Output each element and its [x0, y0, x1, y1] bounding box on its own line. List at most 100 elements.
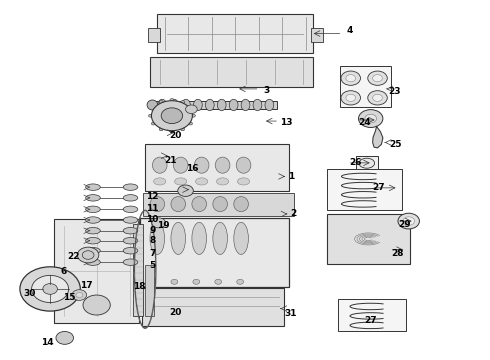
Ellipse shape	[205, 99, 214, 111]
Ellipse shape	[86, 259, 100, 265]
Bar	[143, 193, 294, 216]
Text: 18: 18	[132, 282, 145, 291]
Ellipse shape	[86, 228, 100, 234]
Circle shape	[31, 275, 69, 302]
Circle shape	[215, 279, 221, 284]
Ellipse shape	[171, 197, 186, 212]
Text: 27: 27	[373, 183, 385, 192]
Ellipse shape	[195, 157, 209, 173]
Ellipse shape	[229, 99, 238, 111]
Bar	[152, 101, 277, 109]
Circle shape	[149, 279, 156, 284]
Circle shape	[237, 279, 244, 284]
Circle shape	[346, 94, 356, 102]
Text: 23: 23	[389, 87, 401, 96]
Circle shape	[373, 94, 382, 102]
Circle shape	[20, 267, 80, 311]
Text: 12: 12	[146, 192, 159, 201]
Text: 16: 16	[186, 164, 198, 173]
Ellipse shape	[123, 259, 138, 265]
Ellipse shape	[86, 238, 100, 244]
Ellipse shape	[217, 178, 229, 185]
Text: 5: 5	[149, 261, 155, 270]
Circle shape	[346, 75, 356, 82]
Text: 3: 3	[264, 86, 270, 95]
Polygon shape	[373, 126, 383, 148]
Ellipse shape	[86, 195, 100, 201]
Ellipse shape	[253, 99, 262, 111]
Ellipse shape	[194, 99, 202, 111]
Circle shape	[373, 75, 382, 82]
Ellipse shape	[213, 197, 227, 212]
Text: 8: 8	[149, 235, 155, 244]
Ellipse shape	[158, 99, 167, 111]
Ellipse shape	[213, 222, 227, 255]
Text: 4: 4	[346, 26, 353, 35]
Ellipse shape	[236, 157, 251, 173]
Ellipse shape	[234, 197, 248, 212]
Text: 19: 19	[157, 221, 170, 230]
Circle shape	[403, 217, 415, 225]
Ellipse shape	[123, 195, 138, 201]
Ellipse shape	[196, 178, 208, 185]
Circle shape	[76, 293, 83, 297]
Bar	[54, 219, 139, 323]
Text: 28: 28	[391, 249, 403, 258]
Ellipse shape	[238, 178, 249, 185]
Ellipse shape	[174, 178, 187, 185]
Circle shape	[82, 251, 94, 259]
Ellipse shape	[123, 184, 138, 190]
Text: 9: 9	[149, 225, 156, 234]
Circle shape	[83, 295, 110, 315]
Bar	[133, 224, 143, 316]
Circle shape	[193, 279, 200, 284]
Ellipse shape	[147, 100, 158, 110]
Circle shape	[77, 247, 99, 263]
Bar	[147, 28, 160, 42]
Ellipse shape	[86, 248, 100, 254]
Ellipse shape	[159, 101, 163, 104]
Circle shape	[43, 284, 57, 294]
Bar	[340, 66, 391, 107]
Bar	[142, 288, 284, 327]
Text: 29: 29	[398, 220, 411, 229]
Circle shape	[368, 71, 387, 85]
Circle shape	[56, 332, 74, 344]
Ellipse shape	[123, 206, 138, 212]
Bar	[140, 217, 289, 287]
Ellipse shape	[86, 184, 100, 190]
Circle shape	[341, 91, 361, 105]
Ellipse shape	[189, 107, 193, 109]
Ellipse shape	[123, 238, 138, 244]
Bar	[311, 28, 323, 42]
Text: 21: 21	[165, 156, 177, 165]
Text: 1: 1	[288, 172, 294, 181]
Ellipse shape	[151, 122, 155, 125]
Ellipse shape	[148, 114, 152, 117]
Ellipse shape	[170, 99, 174, 102]
Ellipse shape	[192, 197, 206, 212]
Circle shape	[171, 279, 178, 284]
Bar	[327, 169, 402, 210]
Ellipse shape	[154, 178, 166, 185]
Circle shape	[178, 185, 194, 197]
Bar	[157, 14, 313, 53]
Text: 7: 7	[149, 249, 156, 258]
Text: 10: 10	[146, 215, 159, 224]
Text: 14: 14	[41, 338, 54, 347]
Text: 13: 13	[280, 118, 293, 127]
Ellipse shape	[151, 107, 155, 109]
Ellipse shape	[171, 222, 186, 255]
Circle shape	[368, 91, 387, 105]
Circle shape	[161, 108, 183, 123]
Bar	[150, 57, 313, 87]
Text: 17: 17	[80, 281, 93, 290]
Ellipse shape	[123, 248, 138, 254]
Ellipse shape	[181, 128, 185, 131]
Ellipse shape	[182, 99, 191, 111]
Circle shape	[398, 213, 419, 229]
Ellipse shape	[265, 99, 274, 111]
Text: 26: 26	[349, 158, 361, 167]
Text: 2: 2	[291, 210, 297, 219]
Ellipse shape	[359, 158, 374, 168]
